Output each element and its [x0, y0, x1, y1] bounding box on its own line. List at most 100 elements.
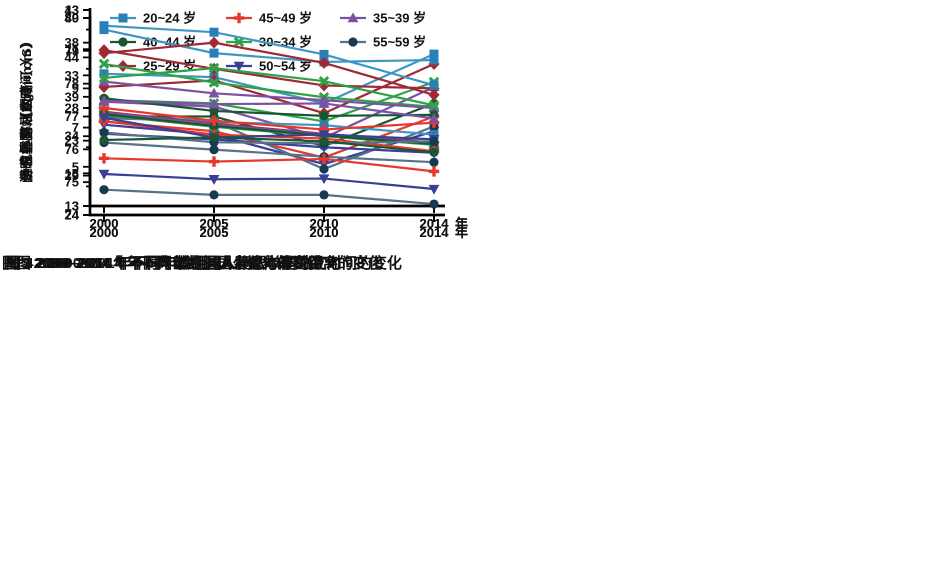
xcross-marker — [98, 58, 110, 70]
y-tick-label: 13 — [65, 199, 79, 214]
triangle-down-marker — [318, 130, 330, 141]
square-marker — [99, 21, 109, 31]
x-tick-label: 2014 — [420, 225, 450, 240]
y-tick-label: 29 — [65, 168, 79, 183]
circle-marker — [429, 147, 439, 158]
circle-marker — [209, 132, 219, 142]
triangle-down-marker — [233, 61, 245, 72]
series-line — [103, 99, 435, 120]
y-tick-label: 38 — [65, 35, 79, 50]
plus-marker — [208, 115, 220, 126]
triangle-up-marker — [428, 112, 440, 123]
x-tick-label: 2000 — [90, 225, 119, 240]
figure-4-one-leg-stand: 13 18 23 28 33 38 43 2000 2005 2010 2014 年 闭眼单腿站立时间（… — [0, 0, 470, 273]
series-line — [103, 106, 435, 131]
y-axis-title: 静息心率（次/min） — [19, 52, 34, 181]
figure-3-caption: 图 3 2000–2014 年不同年龄组国人坐位体前屈距离的变化 — [2, 255, 383, 272]
xcross-marker — [98, 72, 110, 84]
y-tick-label: 75 — [65, 175, 79, 190]
circle-marker — [99, 135, 109, 145]
circle-marker — [209, 121, 219, 131]
circle-marker — [209, 190, 219, 200]
diamond-marker — [98, 47, 110, 60]
xcross-marker — [318, 75, 330, 87]
square-marker — [99, 69, 109, 79]
x-tick-label: 2000 — [90, 225, 119, 240]
series-line — [103, 80, 435, 110]
y-tick-label: 9 — [72, 81, 79, 96]
legend-label: 45~49 岁 — [259, 11, 312, 26]
x-tick-label: 2010 — [310, 225, 339, 240]
y-axis-title: 闭眼单腿站立时间（S） — [19, 33, 34, 183]
y-tick-label: 7 — [72, 120, 79, 135]
series-line — [103, 136, 435, 154]
x-axis-unit-label: 年 — [455, 225, 468, 240]
triangle-up-marker — [208, 98, 220, 109]
y-tick-label: 11 — [65, 42, 79, 57]
legend-label: 25~29 岁 — [143, 59, 196, 74]
x-tick-label: 2010 — [310, 225, 339, 240]
xcross-marker — [208, 77, 220, 88]
plus-marker — [428, 166, 440, 177]
square-marker — [319, 49, 329, 59]
x-tick-label: 2010 — [310, 216, 339, 231]
diamond-marker — [318, 56, 330, 69]
diamond-marker — [117, 60, 129, 72]
circle-marker — [429, 199, 439, 209]
triangle-down-marker — [428, 184, 440, 195]
series-line — [103, 97, 435, 117]
circle-marker — [319, 111, 329, 121]
x-tick-label: 2000 — [90, 216, 119, 231]
series-line — [103, 28, 435, 64]
series-line — [103, 41, 435, 96]
y-tick-label: 28 — [65, 101, 79, 116]
triangle-up-marker — [98, 95, 110, 106]
circle-marker — [99, 127, 109, 138]
triangle-up-marker — [98, 75, 110, 86]
figure-2-caption: 图 2 2000–2014 年不同年龄组国人握力的变化 — [16, 255, 322, 272]
triangle-down-marker — [98, 169, 110, 180]
x-tick-label: 2014 — [420, 216, 450, 231]
x-tick-label: 2000 — [90, 216, 119, 231]
series-line — [103, 49, 435, 90]
y-tick-label: 78 — [65, 76, 79, 91]
square-marker — [429, 49, 439, 59]
square-marker — [429, 130, 439, 140]
series-line — [103, 116, 435, 141]
y-tick-label: 44 — [65, 50, 80, 65]
legend-label: 35~39 岁 — [373, 11, 426, 26]
legend-label: 50~54 岁 — [259, 59, 312, 74]
circle-marker — [99, 185, 109, 195]
xcross-marker — [428, 100, 440, 111]
y-tick-label: 18 — [65, 166, 79, 181]
triangle-up-marker — [318, 97, 330, 108]
x-axis-unit-label: 年 — [455, 216, 468, 231]
triangle-down-marker — [318, 174, 330, 185]
x-tick-label: 2005 — [200, 225, 229, 240]
x-tick-label: 2014 — [420, 216, 450, 231]
x-tick-label: 2005 — [200, 225, 229, 240]
circle-marker — [319, 136, 329, 146]
series-line — [103, 67, 435, 107]
legend-label: 30~34 岁 — [259, 35, 312, 50]
y-axis-title: 握力（Kg） — [19, 79, 34, 154]
series-line — [103, 131, 435, 145]
figure-2-grip-strength: 24 29 34 39 44 49 2000 2005 2010 2014 年握力（Kg） 图 2 … — [0, 0, 470, 273]
xcross-marker — [233, 36, 245, 48]
xcross-marker — [208, 62, 220, 74]
figure-1-resting-heart-rate: 74 75 76 77 78 79 80 2000 2005 2010 2014 年静息心率（次/mi… — [0, 0, 470, 273]
circle-marker — [209, 106, 219, 116]
circle-marker — [429, 157, 439, 167]
legend-label: 55~59 岁 — [373, 35, 426, 50]
y-tick-label: 23 — [65, 133, 79, 148]
y-tick-label: 76 — [65, 142, 79, 157]
square-marker — [429, 80, 439, 90]
square-marker — [118, 13, 128, 23]
series-line — [103, 188, 435, 206]
y-tick-label: 79 — [65, 43, 79, 58]
y-tick-label: 74 — [65, 208, 80, 223]
y-tick-label: 24 — [65, 208, 80, 223]
y-axis-title: 坐位体前屈距离（cm） — [19, 35, 34, 182]
